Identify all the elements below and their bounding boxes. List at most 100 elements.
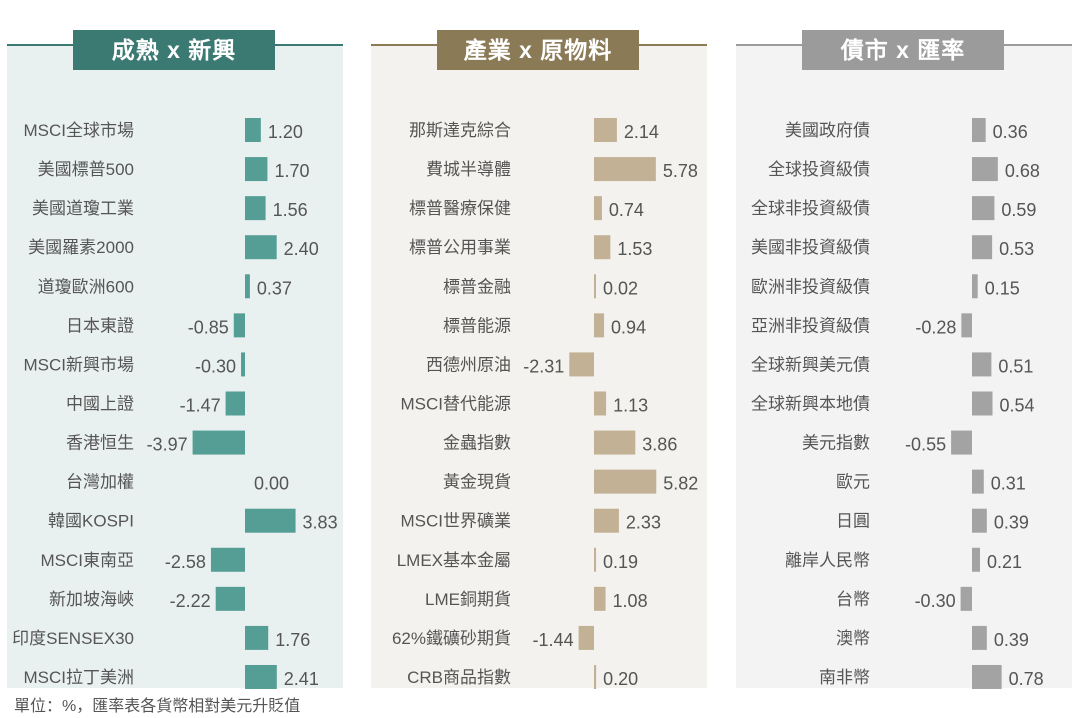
bar: [594, 391, 607, 416]
category-label: 道瓊歐洲600: [38, 277, 134, 296]
bar: [245, 235, 277, 260]
value-label: 0.37: [257, 278, 292, 298]
value-label: 2.33: [626, 513, 661, 533]
category-label: 黃金現貨: [443, 473, 511, 492]
category-label: 印度SENSEX30: [12, 629, 134, 648]
bar: [594, 235, 611, 260]
bar: [245, 508, 296, 533]
bar: [245, 274, 250, 299]
bar: [594, 196, 602, 221]
value-label: 0.31: [991, 474, 1026, 494]
bar: [972, 196, 995, 221]
bar: [972, 625, 987, 650]
bar: [594, 118, 617, 142]
bar: [245, 664, 277, 689]
value-label: -2.31: [523, 356, 564, 376]
category-label: 美國標普500: [38, 160, 134, 179]
bar: [972, 391, 993, 416]
bar: [569, 352, 594, 377]
value-label: 5.78: [663, 161, 698, 181]
category-label: LMEX基本金屬: [397, 551, 511, 570]
value-label: 1.08: [613, 591, 648, 611]
category-label: 標普能源: [443, 316, 511, 335]
bar: [192, 430, 245, 455]
bar: [215, 586, 245, 611]
bar: [972, 469, 984, 494]
value-label: 0.74: [609, 200, 644, 220]
value-label: 0.36: [993, 122, 1028, 142]
bar: [245, 196, 266, 221]
category-label: 美國政府債: [785, 121, 870, 140]
bar: [245, 157, 268, 182]
bar: [594, 430, 636, 455]
value-label: 1.70: [274, 161, 309, 181]
bar: [972, 664, 1002, 689]
panel-bond-fx: 債市 x 匯率 美國政府債 0.36 全球投資級債 0.68 全球非投資級債 0.59 美國…: [736, 30, 1072, 689]
category-label: 全球非投資級債: [751, 199, 870, 218]
category-label: 全球新興本地債: [751, 394, 870, 413]
panel-header: 債市 x 匯率: [802, 30, 1004, 70]
value-label: -2.22: [170, 591, 211, 611]
value-label: -0.85: [188, 317, 229, 337]
category-label: MSCI全球市場: [24, 121, 135, 140]
category-label: 全球投資級債: [768, 160, 870, 179]
bar: [594, 274, 596, 299]
bar: [594, 157, 656, 182]
value-label: 1.20: [268, 122, 303, 142]
value-label: 1.13: [613, 395, 648, 415]
bar: [972, 118, 986, 142]
category-label: 韓國KOSPI: [48, 512, 134, 531]
value-label: -3.97: [147, 435, 188, 455]
category-label: 日本東證: [66, 316, 134, 335]
category-label: LME銅期貨: [425, 590, 511, 609]
value-label: -0.30: [195, 356, 236, 376]
value-label: 0.59: [1001, 200, 1036, 220]
category-label: MSCI東南亞: [41, 551, 135, 570]
value-label: 5.82: [663, 474, 698, 494]
value-label: 0.20: [603, 669, 638, 689]
value-label: -0.28: [915, 317, 956, 337]
value-label: 0.15: [985, 278, 1020, 298]
bar: [972, 157, 998, 182]
category-label: 中國上證: [66, 394, 134, 413]
category-label: MSCI世界礦業: [401, 512, 512, 531]
category-label: 香港恒生: [66, 434, 134, 453]
category-label: 標普醫療保健: [409, 199, 511, 218]
value-label: 0.51: [998, 356, 1033, 376]
category-label: 台灣加權: [66, 473, 134, 492]
bar: [594, 313, 605, 338]
bar: [972, 352, 992, 377]
category-label: 62%鐵礦砂期貨: [392, 629, 511, 648]
value-label: 0.94: [611, 317, 646, 337]
value-label: -0.55: [905, 435, 946, 455]
category-label: 那斯達克綜合: [409, 121, 511, 140]
value-label: -1.44: [533, 630, 574, 650]
category-label: 全球新興美元債: [751, 355, 870, 374]
category-label: 美國非投資級債: [751, 238, 870, 257]
category-label: 費城半導體: [426, 160, 511, 179]
bar: [225, 391, 245, 416]
category-label: 美國羅素2000: [28, 238, 134, 257]
bar: [972, 235, 993, 260]
category-label: 日圓: [836, 512, 870, 531]
category-label: 標普金融: [443, 277, 511, 296]
value-label: 0.19: [603, 552, 638, 572]
value-label: 0.53: [999, 239, 1034, 259]
value-label: 2.14: [624, 122, 659, 142]
bar: [245, 118, 261, 142]
category-label: MSCI替代能源: [401, 394, 512, 413]
value-label: 1.56: [273, 200, 308, 220]
category-label: CRB商品指數: [407, 668, 511, 687]
bar: [972, 508, 987, 533]
value-label: 0.54: [1000, 395, 1035, 415]
value-label: 0.68: [1005, 161, 1040, 181]
bar: [594, 586, 606, 611]
bar: [972, 274, 978, 299]
bar: [233, 313, 245, 338]
value-label: -0.30: [915, 591, 956, 611]
category-label: 澳幣: [836, 629, 870, 648]
bar: [594, 664, 597, 689]
footer-note: 單位：%，匯率表各貨幣相對美元升貶值: [14, 698, 301, 715]
bar: [960, 586, 972, 611]
value-label: -2.58: [165, 552, 206, 572]
